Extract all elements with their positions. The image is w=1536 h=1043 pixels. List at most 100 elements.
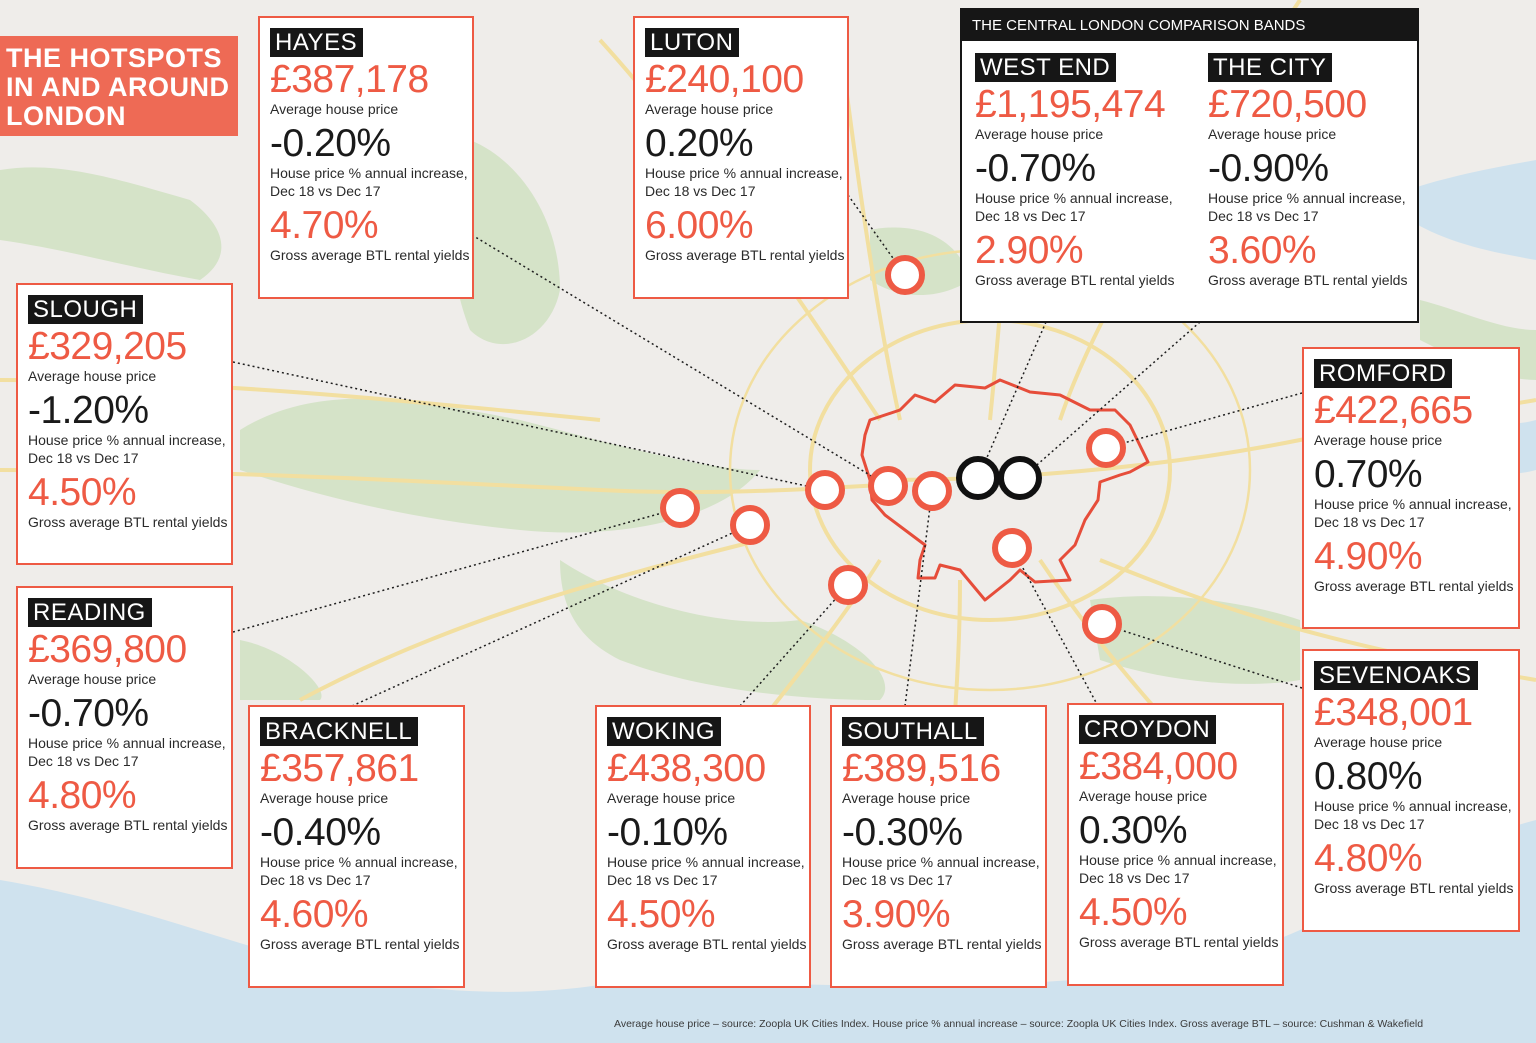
average-price: £240,100: [645, 58, 804, 101]
average-price: £348,001: [1314, 691, 1473, 734]
marker-croydon: [992, 528, 1032, 568]
change-label: House price % annual increase,: [1314, 798, 1512, 814]
yield-label: Gross average BTL rental yields: [270, 247, 470, 263]
change-period: Dec 18 vs Dec 17: [28, 753, 139, 769]
yield-label: Gross average BTL rental yields: [842, 936, 1042, 952]
average-price: £1,195,474: [975, 83, 1166, 126]
average-price: £369,800: [28, 628, 187, 671]
marker-hayes: [868, 466, 908, 506]
average-price: £387,178: [270, 58, 429, 101]
leader-southall: [904, 490, 933, 707]
average-price: £438,300: [607, 747, 766, 790]
estuary-water: [1380, 160, 1536, 260]
central-panel-heading: THE CENTRAL LONDON COMPARISON BANDS: [962, 10, 1417, 41]
location-tag: WOKING: [607, 717, 721, 746]
location-tag: WEST END: [975, 53, 1117, 82]
change-label: House price % annual increase,: [1079, 852, 1277, 868]
price-label: Average house price: [607, 790, 736, 806]
change-period: Dec 18 vs Dec 17: [975, 208, 1086, 224]
rental-yield: 6.00%: [645, 204, 754, 247]
change-period: Dec 18 vs Dec 17: [260, 872, 371, 888]
central-london-panel: THE CENTRAL LONDON COMPARISON BANDS WEST…: [960, 8, 1419, 323]
rental-yield: 4.50%: [607, 893, 716, 936]
price-label: Average house price: [1079, 788, 1208, 804]
hotspot-markers: [660, 255, 1126, 644]
average-price: £389,516: [842, 747, 1001, 790]
green-area: [1090, 596, 1300, 684]
price-label: Average house price: [975, 126, 1104, 142]
location-tag: SEVENOAKS: [1314, 661, 1478, 690]
central-markers: [956, 456, 1042, 500]
change-label: House price % annual increase,: [28, 432, 226, 448]
price-label: Average house price: [270, 101, 399, 117]
annual-change: -0.10%: [607, 811, 728, 854]
change-period: Dec 18 vs Dec 17: [842, 872, 953, 888]
location-tag: THE CITY: [1208, 53, 1333, 82]
green-area: [0, 167, 222, 280]
card-woking: WOKING £438,300 Average house price -0.1…: [595, 705, 811, 988]
annual-change: 0.20%: [645, 122, 754, 165]
price-label: Average house price: [645, 101, 774, 117]
average-price: £357,861: [260, 747, 419, 790]
marker-the-city: [998, 456, 1042, 500]
green-area: [451, 140, 560, 345]
leader-west-end: [977, 321, 1047, 479]
card-luton: LUTON £240,100 Average house price 0.20%…: [633, 16, 849, 299]
column-west-end: WEST END £1,195,474 Average house price …: [975, 53, 1195, 289]
change-label: House price % annual increase,: [1208, 190, 1406, 206]
annual-change: -0.20%: [270, 122, 391, 165]
price-label: Average house price: [1208, 126, 1337, 142]
average-price: £422,665: [1314, 389, 1473, 432]
change-period: Dec 18 vs Dec 17: [1079, 870, 1190, 886]
location-tag: SLOUGH: [28, 295, 144, 324]
page-title: THE HOTSPOTS IN AND AROUND LONDON: [0, 36, 238, 136]
price-label: Average house price: [842, 790, 971, 806]
leader-reading: [232, 507, 681, 633]
leader-romford: [1105, 392, 1303, 449]
rental-yield: 3.60%: [1208, 229, 1317, 272]
yield-label: Gross average BTL rental yields: [1314, 880, 1514, 896]
change-period: Dec 18 vs Dec 17: [270, 183, 381, 199]
change-label: House price % annual increase,: [842, 854, 1040, 870]
change-period: Dec 18 vs Dec 17: [645, 183, 756, 199]
location-tag: ROMFORD: [1314, 359, 1453, 388]
marker-southall: [912, 471, 952, 511]
annual-change: -0.70%: [28, 692, 149, 735]
yield-label: Gross average BTL rental yields: [645, 247, 845, 263]
yield-label: Gross average BTL rental yields: [1208, 272, 1408, 288]
change-period: Dec 18 vs Dec 17: [1208, 208, 1319, 224]
rental-yield: 4.80%: [1314, 837, 1423, 880]
rental-yield: 2.90%: [975, 229, 1084, 272]
greater-london-boundary: [860, 378, 1150, 602]
annual-change: 0.30%: [1079, 809, 1188, 852]
marker-luton: [885, 255, 925, 295]
price-label: Average house price: [1314, 432, 1443, 448]
change-period: Dec 18 vs Dec 17: [607, 872, 718, 888]
price-label: Average house price: [28, 368, 157, 384]
yield-label: Gross average BTL rental yields: [28, 817, 228, 833]
yield-label: Gross average BTL rental yields: [607, 936, 807, 952]
change-label: House price % annual increase,: [260, 854, 458, 870]
title-line: THE HOTSPOTS: [6, 43, 223, 73]
yield-label: Gross average BTL rental yields: [260, 936, 460, 952]
annual-change: 0.80%: [1314, 755, 1423, 798]
change-period: Dec 18 vs Dec 17: [28, 450, 139, 466]
change-label: House price % annual increase,: [645, 165, 843, 181]
marker-bracknell: [730, 505, 770, 545]
location-tag: LUTON: [645, 28, 740, 57]
marker-woking: [828, 565, 868, 605]
yield-label: Gross average BTL rental yields: [975, 272, 1175, 288]
price-label: Average house price: [1314, 734, 1443, 750]
card-bracknell: BRACKNELL £357,861 Average house price -…: [248, 705, 465, 988]
card-slough: SLOUGH £329,205 Average house price -1.2…: [16, 283, 233, 565]
annual-change: -1.20%: [28, 389, 149, 432]
green-area: [240, 640, 322, 700]
location-tag: BRACKNELL: [260, 717, 419, 746]
change-label: House price % annual increase,: [270, 165, 468, 181]
marker-sevenoaks: [1082, 604, 1122, 644]
rental-yield: 4.60%: [260, 893, 369, 936]
card-southall: SOUTHALL £389,516 Average house price -0…: [830, 705, 1047, 988]
green-area: [240, 398, 760, 533]
leader-woking: [739, 584, 849, 707]
rental-yield: 4.50%: [1079, 891, 1188, 934]
